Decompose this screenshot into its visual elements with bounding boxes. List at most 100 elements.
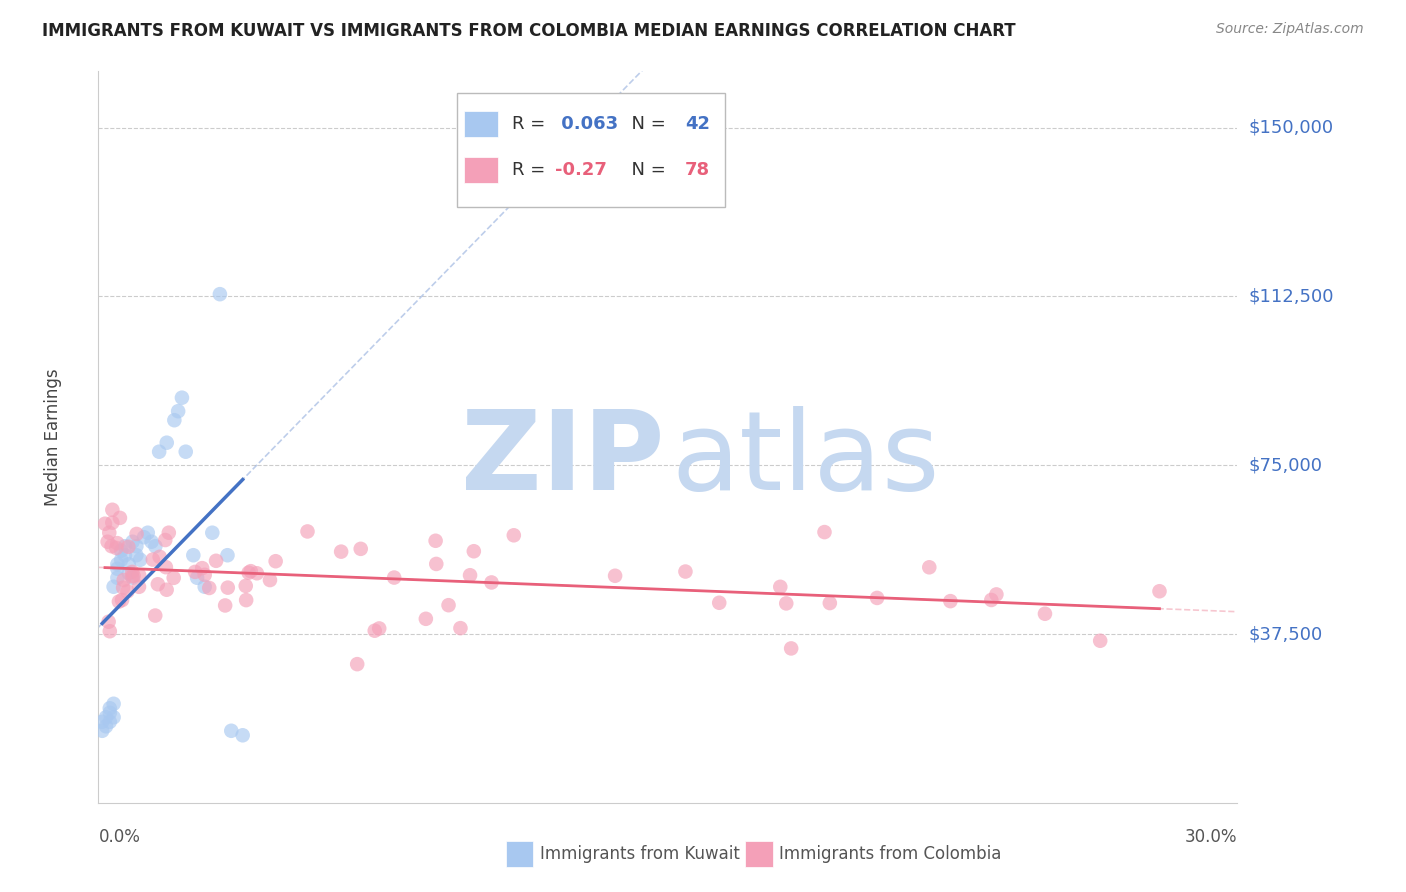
FancyBboxPatch shape — [506, 841, 533, 867]
Point — [350, 541, 373, 556]
Point — [136, 525, 159, 540]
FancyBboxPatch shape — [745, 841, 773, 867]
Point — [330, 544, 353, 558]
Point — [264, 554, 287, 568]
Point — [101, 516, 124, 530]
Point — [170, 391, 193, 405]
Point — [813, 525, 835, 540]
Text: -0.27: -0.27 — [555, 161, 607, 179]
Point — [121, 569, 143, 583]
Point — [125, 548, 148, 562]
Point — [128, 568, 150, 582]
Point — [111, 593, 134, 607]
Point — [603, 568, 626, 582]
Point — [186, 571, 208, 585]
Point — [121, 534, 143, 549]
Point — [183, 548, 205, 562]
Point — [502, 528, 524, 542]
Point — [155, 560, 177, 574]
Point — [118, 558, 141, 572]
Text: atlas: atlas — [671, 406, 939, 513]
Text: N =: N = — [620, 161, 672, 179]
Point — [194, 567, 217, 582]
Point — [122, 569, 145, 583]
Point — [103, 710, 125, 724]
Point — [143, 608, 166, 623]
Point — [382, 570, 405, 584]
FancyBboxPatch shape — [464, 157, 498, 183]
Point — [107, 571, 129, 585]
Point — [148, 444, 170, 458]
Point — [94, 719, 117, 733]
Point — [939, 594, 962, 608]
Point — [98, 701, 121, 715]
Text: 30.0%: 30.0% — [1185, 828, 1237, 846]
Text: 78: 78 — [685, 161, 710, 179]
Point — [449, 621, 471, 635]
Text: Immigrants from Colombia: Immigrants from Colombia — [779, 845, 1002, 863]
Point — [114, 539, 136, 553]
Point — [98, 706, 121, 720]
Point — [110, 553, 132, 567]
Point — [103, 697, 125, 711]
Point — [208, 287, 231, 301]
Point — [112, 573, 135, 587]
Point — [97, 534, 120, 549]
Point — [481, 575, 503, 590]
Point — [463, 544, 485, 558]
Point — [425, 533, 447, 548]
Point — [217, 548, 239, 562]
Point — [121, 565, 143, 579]
Point — [205, 554, 228, 568]
Point — [1033, 607, 1056, 621]
Point — [107, 558, 129, 572]
Point — [110, 543, 132, 558]
Point — [235, 579, 257, 593]
Point — [142, 552, 165, 566]
Point — [174, 444, 197, 458]
Point — [198, 581, 221, 595]
Point — [128, 580, 150, 594]
Point — [167, 404, 190, 418]
Point — [141, 534, 163, 549]
Point — [163, 571, 186, 585]
Point — [125, 539, 148, 553]
Point — [94, 710, 117, 724]
Point — [94, 516, 117, 531]
Point — [769, 580, 792, 594]
Point — [97, 615, 120, 629]
Point — [221, 723, 243, 738]
Point — [98, 525, 121, 540]
Point — [1088, 633, 1111, 648]
Point — [149, 549, 172, 564]
Point — [775, 596, 797, 610]
Point — [980, 593, 1002, 607]
Text: R =: R = — [512, 115, 551, 133]
Point — [191, 561, 214, 575]
Point — [235, 593, 257, 607]
Point — [107, 562, 129, 576]
Point — [155, 533, 177, 547]
Point — [201, 525, 224, 540]
Point — [108, 594, 131, 608]
Point — [101, 503, 124, 517]
Point — [246, 566, 269, 581]
Point — [986, 587, 1008, 601]
Text: IMMIGRANTS FROM KUWAIT VS IMMIGRANTS FROM COLOMBIA MEDIAN EARNINGS CORRELATION C: IMMIGRANTS FROM KUWAIT VS IMMIGRANTS FRO… — [42, 22, 1015, 40]
Point — [364, 624, 387, 638]
Point — [1149, 584, 1171, 599]
Text: ZIP: ZIP — [461, 406, 665, 513]
Point — [108, 511, 131, 525]
Text: 0.0%: 0.0% — [98, 828, 141, 846]
Point — [105, 536, 128, 550]
Text: Immigrants from Kuwait: Immigrants from Kuwait — [540, 845, 740, 863]
Point — [125, 527, 148, 541]
Text: $150,000: $150,000 — [1249, 119, 1333, 136]
Point — [866, 591, 889, 605]
FancyBboxPatch shape — [457, 94, 725, 207]
Point — [100, 539, 122, 553]
Text: $37,500: $37,500 — [1249, 625, 1323, 643]
Point — [437, 598, 460, 612]
Point — [918, 560, 941, 574]
Point — [259, 573, 281, 587]
